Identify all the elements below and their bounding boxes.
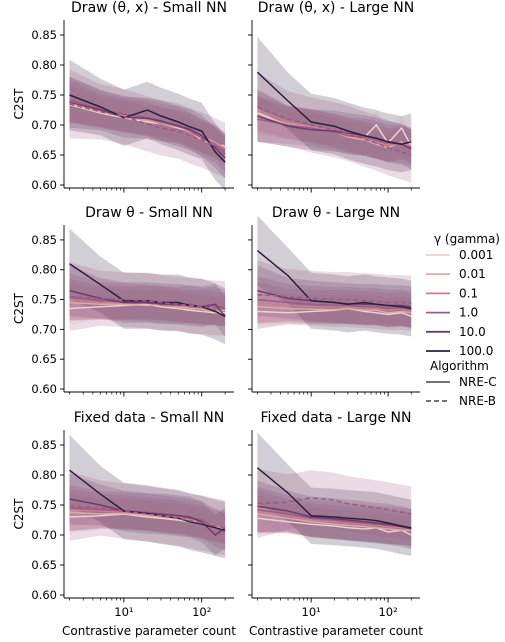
series-line-2 <box>257 513 412 531</box>
series-line-1 <box>257 517 412 536</box>
series-line-2 <box>257 305 412 314</box>
y-tick-label: 0.80 <box>31 263 57 277</box>
chart-panel-5: 0.60 0.65 0.70 0.75 0.80 0.85 10¹ 10² Fixed data… <box>12 410 236 638</box>
confidence-band-3 <box>69 80 226 166</box>
chart-panel-4: Draw θ - Large NN <box>248 205 420 397</box>
series-line-5 <box>257 505 412 530</box>
panel-title: Draw θ - Large NN <box>272 205 400 221</box>
confidence-band-7 <box>257 72 412 183</box>
legend-label-gamma-0.001: 0.001 <box>459 248 493 262</box>
y-tick-label: 0.75 <box>31 498 57 512</box>
x-axis-label: Contrastive parameter count <box>249 624 423 638</box>
y-tick-label: 0.70 <box>31 118 57 132</box>
legend-label-gamma-10.0: 10.0 <box>459 325 486 339</box>
legend-algorithm-title: Algorithm <box>430 359 489 373</box>
y-axis-label: C2ST <box>12 88 26 120</box>
confidence-band-6 <box>69 59 226 191</box>
confidence-band-2 <box>257 288 412 328</box>
y-tick-label: 0.70 <box>31 322 57 336</box>
y-tick-label: 0.85 <box>31 233 57 247</box>
x-axis-label: Contrastive parameter count <box>62 624 236 638</box>
panel-title: Draw (θ, x) - Small NN <box>71 0 227 16</box>
legend-label-gamma-100.0: 100.0 <box>459 344 493 358</box>
series-line-1 <box>69 303 226 314</box>
y-tick-label: 0.60 <box>31 588 57 602</box>
series-line-7 <box>69 295 226 310</box>
legend-label-NRE-C: NRE-C <box>459 375 497 389</box>
y-tick-label: 0.65 <box>31 352 57 366</box>
series-line-7 <box>257 294 412 304</box>
series-line-7 <box>257 106 412 156</box>
legend-gamma-title: γ (gamma) <box>434 232 500 246</box>
y-tick-label: 0.75 <box>31 293 57 307</box>
confidence-band-7 <box>257 260 412 331</box>
chart-panel-6: 10¹ 10² Fixed data - Large NN Contrastive p… <box>248 410 423 638</box>
legend-label-gamma-1.0: 1.0 <box>459 306 478 320</box>
series-line-3 <box>257 301 412 313</box>
confidence-band-3 <box>257 490 412 546</box>
legend-label-gamma-0.01: 0.01 <box>459 267 486 281</box>
series-line-7 <box>257 497 412 515</box>
series-line-6 <box>69 94 226 163</box>
y-tick-label: 0.85 <box>31 28 57 42</box>
y-tick-label: 0.75 <box>31 88 57 102</box>
confidence-band-5 <box>69 76 226 179</box>
x-tick-label: 10² <box>192 605 211 619</box>
panel-title: Fixed data - Large NN <box>261 410 412 426</box>
x-tick-label: 10¹ <box>302 605 321 619</box>
confidence-band-5 <box>257 480 412 550</box>
confidence-band-6 <box>69 434 226 559</box>
y-axis-label: C2ST <box>12 292 26 324</box>
series-line-6 <box>256 467 412 529</box>
y-tick-label: 0.85 <box>31 438 57 452</box>
panel-title: Fixed data - Small NN <box>74 410 225 426</box>
y-axis-label: C2ST <box>12 498 26 530</box>
legend-label-gamma-0.1: 0.1 <box>459 286 478 300</box>
confidence-band-2 <box>69 493 226 543</box>
y-tick-label: 0.60 <box>31 178 57 192</box>
chart-panel-1: 0.60 0.65 0.70 0.75 0.80 0.85 Draw (θ, x) - Sm… <box>12 0 234 193</box>
panel-title: Draw θ - Small NN <box>85 205 213 221</box>
series-line-7 <box>69 505 226 529</box>
chart-panel-3: 0.60 0.65 0.70 0.75 0.80 0.85 Draw θ - Small N… <box>12 205 234 397</box>
chart-panel-2: Draw (θ, x) - Large NN <box>248 0 420 193</box>
series-line-6 <box>256 71 412 145</box>
y-tick-label: 0.65 <box>31 148 57 162</box>
series-line-6 <box>69 263 226 317</box>
panel-title: Draw (θ, x) - Large NN <box>258 0 414 16</box>
series-line-4 <box>257 298 412 311</box>
series-line-3 <box>257 510 412 530</box>
confidence-band-7 <box>69 262 226 336</box>
confidence-band-1 <box>257 96 412 160</box>
x-tick-label: 10¹ <box>114 605 133 619</box>
x-tick-label: 10² <box>378 605 397 619</box>
series-line-5 <box>69 498 226 536</box>
confidence-band-6 <box>69 228 226 345</box>
series-line-6 <box>256 250 412 310</box>
legend: γ (gamma) 0.001 0.01 0.1 1.0 10.0 100.0Algorit… <box>426 232 500 408</box>
series-line-7 <box>69 103 226 151</box>
y-tick-label: 0.60 <box>31 382 57 396</box>
y-tick-label: 0.65 <box>31 558 57 572</box>
y-tick-label: 0.80 <box>31 468 57 482</box>
y-tick-label: 0.70 <box>31 528 57 542</box>
y-tick-label: 0.80 <box>31 58 57 72</box>
legend-label-NRE-B: NRE-B <box>459 394 496 408</box>
